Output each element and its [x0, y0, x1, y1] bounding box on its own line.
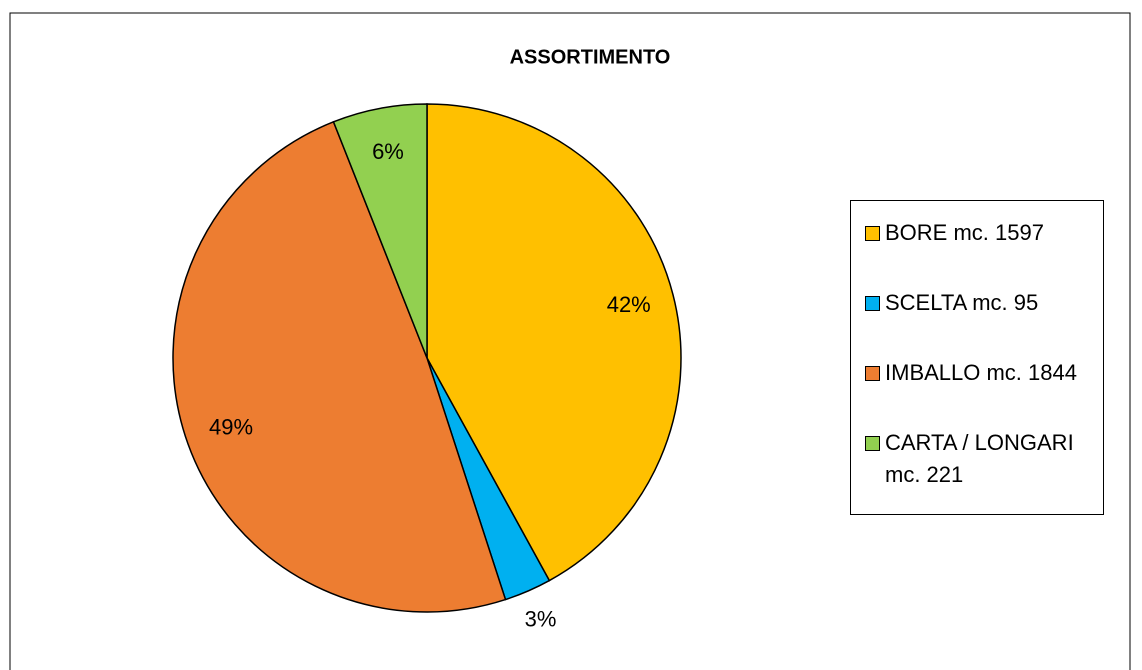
legend-entry: SCELTA mc. 95 — [865, 287, 1103, 319]
pie-slice — [172, 120, 507, 613]
legend-label: BORE mc. 1597 — [885, 220, 1044, 245]
pie-slice — [332, 103, 428, 359]
pie-slice — [426, 103, 682, 582]
chart-frame — [9, 12, 1131, 670]
legend: BORE mc. 1597 SCELTA mc. 95 IMBALLO mc. 18… — [850, 200, 1104, 515]
data-label: 42% — [607, 292, 651, 317]
data-label: 49% — [209, 414, 253, 439]
chart-title: ASSORTIMENTO — [510, 46, 671, 68]
legend-swatch — [865, 366, 880, 381]
legend-label: SCELTA mc. 95 — [885, 290, 1039, 315]
data-label: 6% — [372, 139, 404, 164]
legend-entry: CARTA / LONGARI mc. 221 — [865, 427, 1103, 491]
data-label: 3% — [525, 606, 557, 631]
legend-swatch — [865, 296, 880, 311]
legend-label: IMBALLO mc. 1844 — [885, 360, 1077, 385]
legend-label: CARTA / LONGARI mc. 221 — [885, 430, 1074, 487]
legend-swatch — [865, 226, 880, 241]
legend-entry: IMBALLO mc. 1844 — [865, 357, 1103, 389]
legend-swatch — [865, 436, 880, 451]
legend-entry: BORE mc. 1597 — [865, 217, 1103, 249]
